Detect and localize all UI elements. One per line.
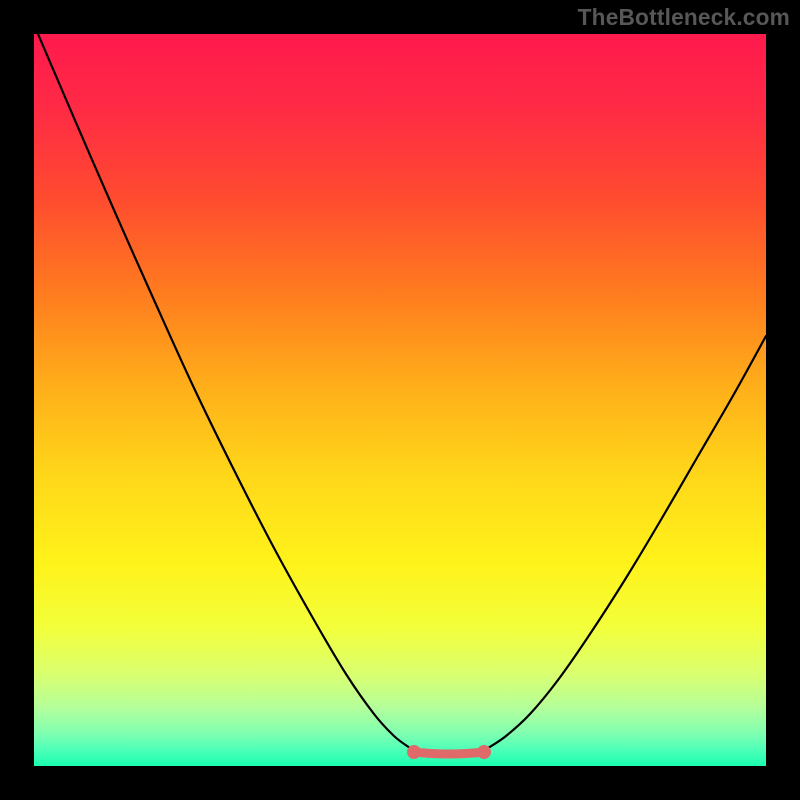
chart-frame: TheBottleneck.com: [0, 0, 800, 800]
flat-segment-end-cap: [477, 745, 491, 759]
watermark-text: TheBottleneck.com: [578, 4, 790, 31]
right-curve: [488, 336, 766, 748]
left-curve: [38, 34, 410, 748]
bottleneck-curve-svg: [34, 34, 766, 766]
flat-segment-start-cap: [407, 745, 421, 759]
flat-bottom-segment: [414, 752, 484, 754]
plot-area: [34, 34, 766, 766]
